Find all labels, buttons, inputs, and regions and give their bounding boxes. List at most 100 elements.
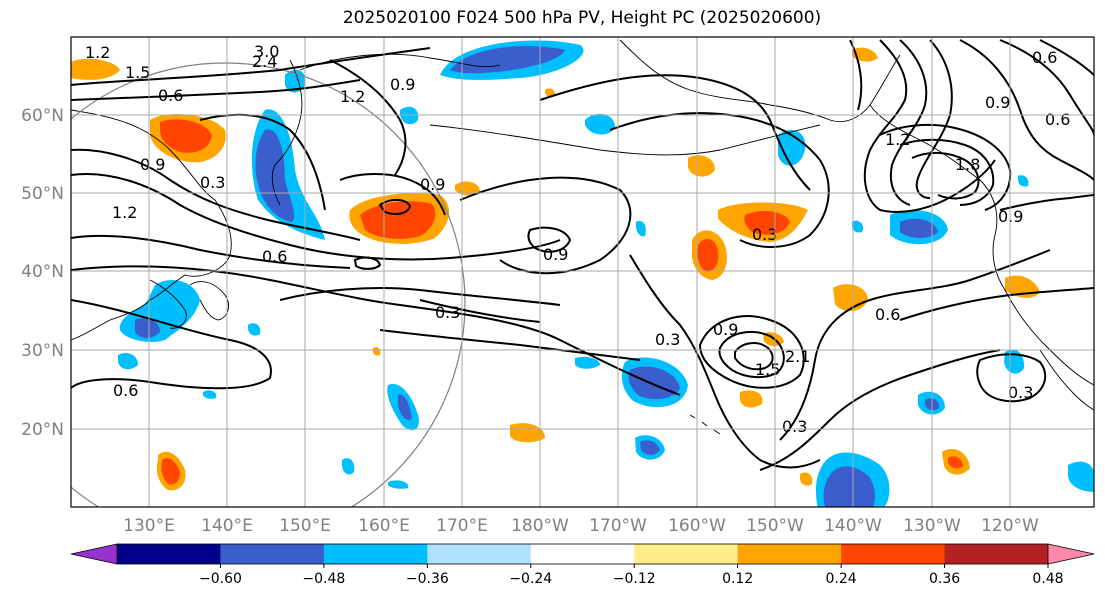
pv-neg-blob [852,220,864,233]
contour-label: 2.1 [785,347,810,366]
range-ring [71,62,466,507]
lon-label: 150°E [279,516,331,536]
contour-label: 0.6 [158,86,183,105]
pv-pos-blob [455,181,480,196]
colorbar-cell [220,544,325,564]
pv-pos-blob [160,119,212,153]
colorbar-extend-high [1048,544,1094,564]
pv-pos-blob [688,155,715,177]
colorbar-tick-label: −0.36 [406,571,449,587]
lat-label: 50°N [21,184,64,204]
pv-neg-blob [118,353,138,370]
colorbar-tick-label: 0.48 [1032,571,1063,587]
contour-label: 0.9 [420,175,445,194]
colorbar-tick-label: −0.48 [302,571,345,587]
pv-neg-blob [900,218,938,238]
pv-neg-blob [135,318,160,338]
lon-label: 140°E [201,516,253,536]
lon-label: 130°E [123,516,175,536]
colorbar-cell [427,544,532,564]
pv-pos-blob [510,423,545,443]
pv-neg-blob [636,220,646,237]
contour-label: 0.6 [113,381,138,400]
contour-labels: 1.2 1.5 0.6 2.4 3.0 0.9 1.2 0.9 0.3 0.9 … [85,42,1070,436]
contour-label: 1.2 [112,203,137,222]
colorbar-extend-outline-low [70,543,118,565]
colorbar-cell [117,544,221,564]
contour-label: 0.6 [1032,48,1057,67]
pv-pos-blob [161,458,180,485]
colorbar-cell [944,544,1049,564]
colorbar-tick-label: 0.36 [929,571,960,587]
pv-pos-blob [372,347,381,356]
colorbar-cell [634,544,739,564]
pv-neg-blob [1068,461,1094,492]
colorbar-extend-outline-high [1047,543,1095,565]
colorbar-cell [323,544,428,564]
pv-pos-blob [71,58,120,80]
lon-label: 120°W [981,516,1039,536]
coastline-asia [71,109,232,341]
contour-label: 0.9 [390,75,415,94]
contour-label: 1.2 [85,43,110,62]
colorbar-tick-label: −0.24 [509,571,552,587]
pv-neg-blob [585,113,615,135]
pv-shading [71,40,1094,507]
colorbar-extend-low [71,544,117,564]
colorbar-tick-label: 0.12 [722,571,753,587]
pv-neg-blob [575,356,600,369]
pv-neg-blob [342,458,355,475]
contour-label: 0.9 [985,93,1010,112]
pv-neg-blob [255,129,295,222]
pv-neg-blob [640,440,660,455]
contour-label: 0.9 [998,207,1023,226]
lon-label: 160°E [358,516,410,536]
pv-neg-blob [203,390,217,399]
lon-label: 150°W [746,516,804,536]
contour-label: 2.4 [252,52,277,71]
lon-label: 160°W [668,516,726,536]
contour-label: 0.3 [435,303,460,322]
plot-frame [70,36,1095,508]
pv-pos-blob [948,456,963,469]
height-contours [71,39,1094,471]
lon-label: 130°W [903,516,961,536]
lat-label: 20°N [21,420,64,440]
lat-label: 60°N [21,106,64,126]
contour-label: 0.9 [713,320,738,339]
contour-label: 1.8 [955,155,980,174]
contour-label: 3.0 [254,42,279,61]
pv-neg-blob [1018,175,1029,187]
hawaii [689,414,721,435]
coastline-kamchatka [271,53,501,206]
pv-pos-blob [744,210,790,235]
baja [1039,349,1094,411]
contour-label: 1.5 [755,360,780,379]
contour-label: 0.3 [782,417,807,436]
colorbar-cell [737,544,842,564]
lon-label: 170°W [589,516,647,536]
contour-label: 0.9 [543,245,568,264]
contour-label: 0.3 [200,173,225,192]
pv-neg-blob [398,394,412,421]
longitude-axis: 130°E 140°E 150°E 160°E 170°E 180°W 170°… [123,516,1039,536]
colorbar-tick-label: −0.60 [199,571,242,587]
colorbar-cell [841,544,946,564]
gridlines [71,37,1094,507]
pv-pos-blob [697,238,719,272]
contour-label: 0.6 [262,247,287,266]
lat-label: 30°N [21,341,64,361]
pv-neg-blob [823,466,875,507]
latitude-axis: 60°N 50°N 40°N 30°N 20°N [21,106,64,440]
figure-title: 2025020100 F024 500 hPa PV, Height PC (2… [342,8,822,28]
colorbar-tick-label: −0.12 [613,571,656,587]
contour-label: 0.6 [875,305,900,324]
colorbar-frame [116,543,1049,565]
pv-neg-blob [388,480,409,489]
contour-label: 0.6 [1045,110,1070,129]
contour-label: 0.3 [1008,383,1033,402]
coastline-alaska [619,39,901,123]
pv-pos-blob [740,390,763,408]
pv-pos-blob [360,201,436,239]
